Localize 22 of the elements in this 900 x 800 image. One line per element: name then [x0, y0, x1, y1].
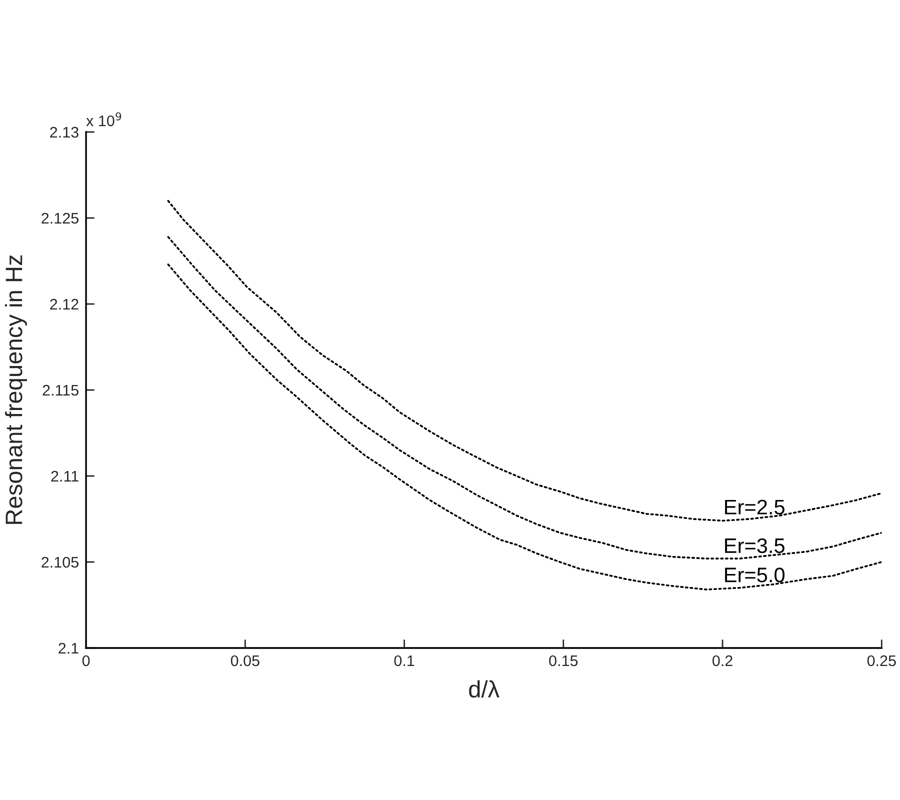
x-tick-label: 0.2 [712, 655, 732, 666]
y-tick-label: 2.12 [50, 298, 78, 310]
x-tick-label: 0 [82, 655, 90, 666]
x-tick-label: 0.15 [549, 655, 578, 666]
line-series [167, 264, 882, 590]
y-tick-label: 2.105 [42, 556, 78, 568]
x-tick-label: 0.1 [394, 655, 414, 666]
series-label: Er=5.0 [725, 568, 785, 582]
x-tick-label: 0.05 [230, 655, 260, 666]
x-axis-title: d/λ [469, 680, 500, 698]
y-tick-label: 2.13 [50, 126, 78, 138]
series-label: Er=3.5 [725, 538, 784, 554]
text: x 10$^{9}$ [86, 112, 122, 126]
y-tick-label: 2.11 [51, 470, 78, 482]
y-tick-label: 2.115 [42, 384, 78, 396]
x-tick-label: 0.25 [867, 655, 896, 666]
y-tick-label: 2.1 [58, 642, 78, 654]
line-series [167, 236, 882, 560]
series-label: Er=2.5 [725, 500, 784, 514]
line-series [167, 200, 882, 522]
y-tick-label: 2.125 [42, 212, 78, 224]
y-axis-title: Resonant frequency in Hz [4, 255, 27, 524]
